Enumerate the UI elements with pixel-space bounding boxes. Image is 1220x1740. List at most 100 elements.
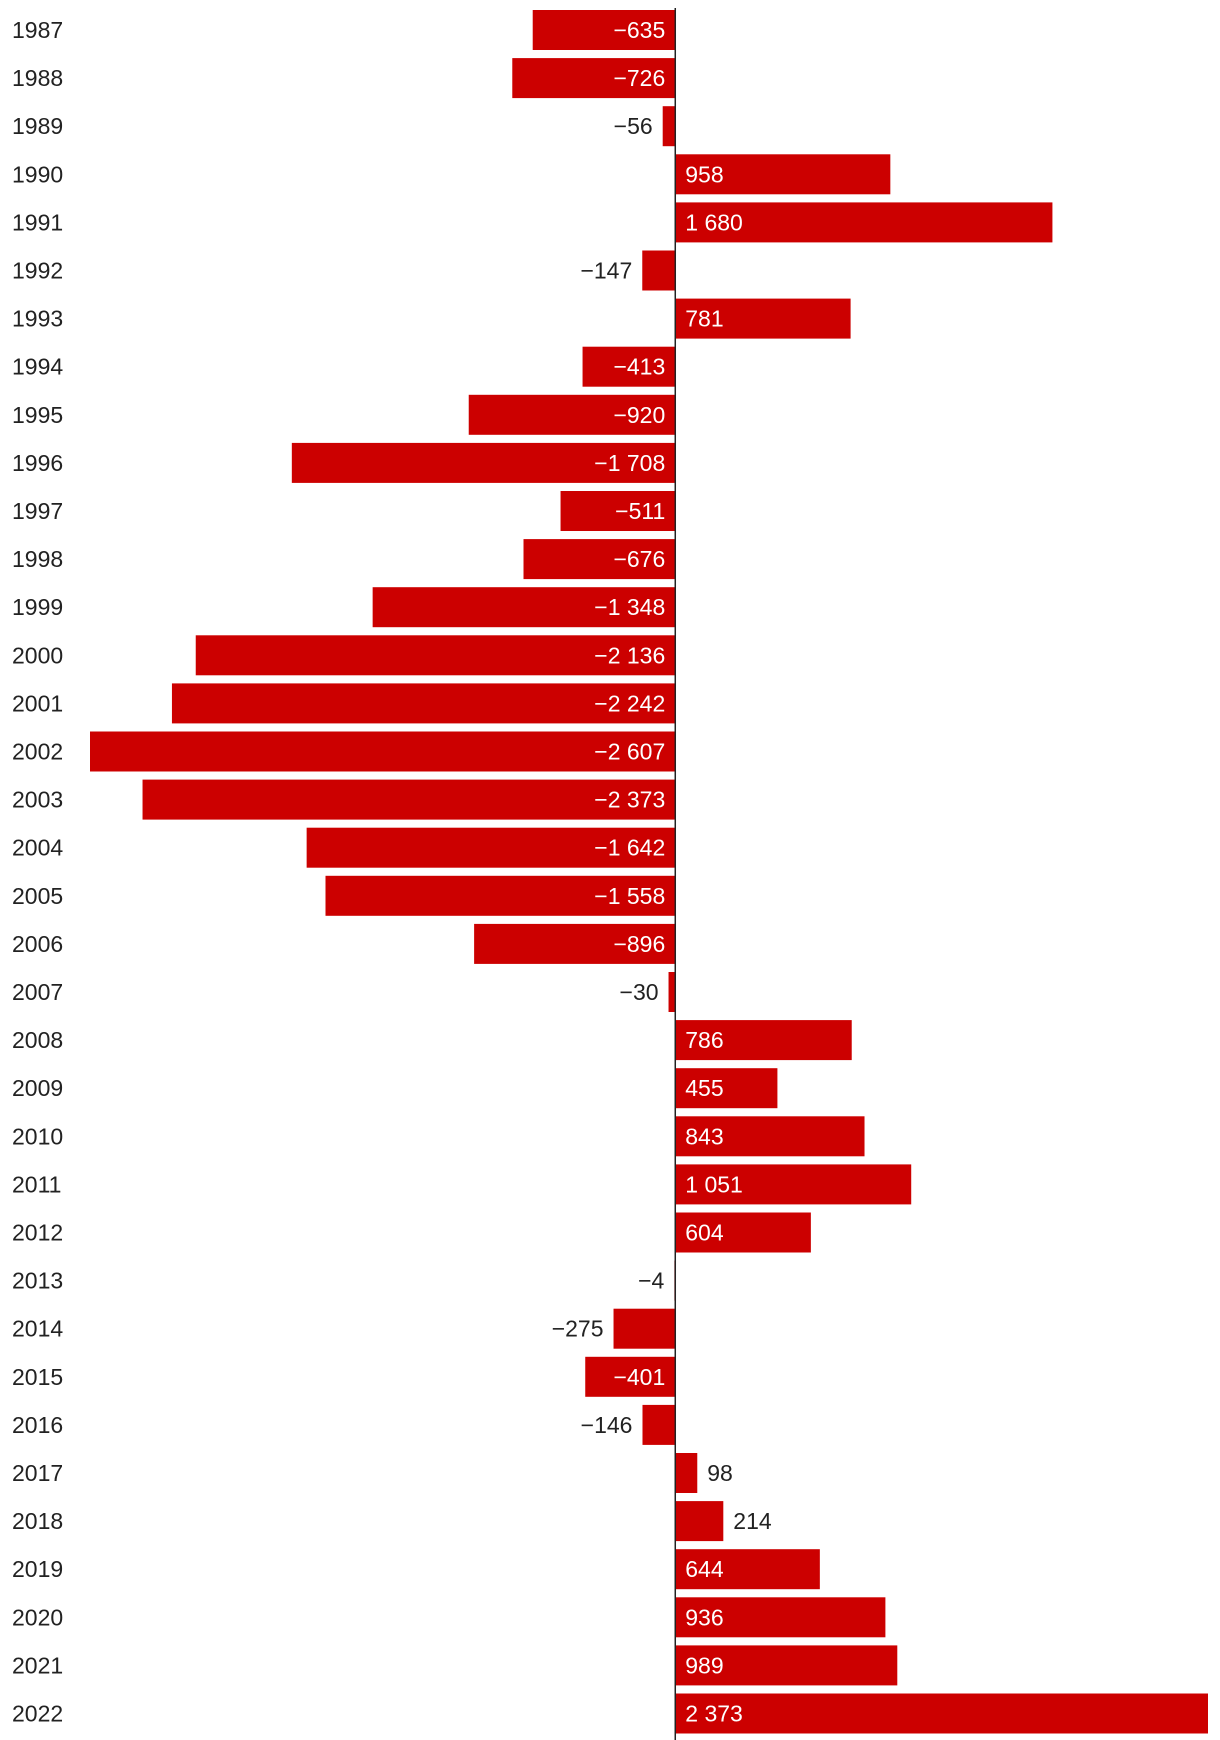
bar <box>675 1164 912 1205</box>
year-label: 2003 <box>12 787 63 813</box>
bar <box>675 1597 886 1638</box>
bar <box>668 972 676 1012</box>
value-label: −1 642 <box>594 835 665 861</box>
value-label: −147 <box>580 258 632 284</box>
year-label: 2010 <box>12 1123 63 1149</box>
value-label: 98 <box>707 1460 733 1486</box>
bar <box>675 154 891 195</box>
bars-layer <box>90 10 1208 1734</box>
year-label: 1991 <box>12 209 63 235</box>
value-label: 455 <box>685 1075 723 1101</box>
value-label: 2 373 <box>685 1701 743 1727</box>
year-label: 1994 <box>12 354 63 380</box>
bar <box>642 250 676 291</box>
value-label: 604 <box>685 1220 724 1246</box>
bar <box>474 923 676 964</box>
year-label: 2002 <box>12 739 63 765</box>
year-label: 2018 <box>12 1508 63 1534</box>
year-label: 1987 <box>12 17 63 43</box>
value-label: 958 <box>685 161 723 187</box>
value-label: 1 680 <box>685 209 743 235</box>
bar <box>90 731 676 772</box>
bar <box>291 442 676 483</box>
bar <box>675 1212 811 1253</box>
value-label: 786 <box>685 1027 723 1053</box>
value-label: −30 <box>620 979 659 1005</box>
bar <box>613 1308 676 1349</box>
year-label: 1988 <box>12 65 63 91</box>
year-label: 2015 <box>12 1364 63 1390</box>
bar <box>582 346 676 387</box>
year-label: 2012 <box>12 1220 63 1246</box>
value-label: 781 <box>685 306 723 332</box>
bar <box>675 1645 898 1686</box>
bar <box>585 1356 676 1397</box>
value-label: −275 <box>552 1316 604 1342</box>
bar <box>195 635 676 676</box>
bar <box>325 875 676 916</box>
year-label: 2006 <box>12 931 63 957</box>
value-label: −635 <box>613 17 665 43</box>
value-label: −146 <box>581 1412 633 1438</box>
value-label: −511 <box>615 498 665 524</box>
value-label: −413 <box>613 354 665 380</box>
year-label: 2016 <box>12 1412 63 1438</box>
bar <box>675 1453 698 1493</box>
bar <box>675 1549 820 1590</box>
year-label: 2001 <box>12 690 63 716</box>
year-label: 2007 <box>12 979 63 1005</box>
year-label: 2021 <box>12 1652 63 1678</box>
value-label: −896 <box>613 931 665 957</box>
value-label: −1 558 <box>594 883 665 909</box>
value-label: −56 <box>614 113 653 139</box>
year-label: 2014 <box>12 1316 63 1342</box>
year-label: 1996 <box>12 450 63 476</box>
year-label: 2008 <box>12 1027 63 1053</box>
bar <box>306 827 676 868</box>
year-label: 2019 <box>12 1556 63 1582</box>
year-label: 1992 <box>12 258 63 284</box>
year-label: 1989 <box>12 113 63 139</box>
value-label: −1 708 <box>594 450 665 476</box>
value-label: −2 242 <box>594 690 665 716</box>
year-label: 2022 <box>12 1701 63 1727</box>
value-label: −2 373 <box>594 787 665 813</box>
bar <box>560 491 676 531</box>
bar <box>675 298 851 339</box>
year-label: 1999 <box>12 594 63 620</box>
year-label: 1995 <box>12 402 63 428</box>
year-label: 2017 <box>12 1460 63 1486</box>
value-label: −726 <box>613 65 665 91</box>
bar <box>372 587 676 628</box>
bar <box>675 1116 865 1157</box>
value-label: 989 <box>685 1652 723 1678</box>
bar <box>171 683 676 724</box>
bar <box>512 58 676 99</box>
year-label: 2004 <box>12 835 63 861</box>
year-label: 1997 <box>12 498 63 524</box>
value-label: 214 <box>733 1508 772 1534</box>
year-label: 2009 <box>12 1075 63 1101</box>
value-label: −2 607 <box>594 739 665 765</box>
year-label: 2011 <box>12 1171 61 1197</box>
bar <box>532 10 676 50</box>
value-label: −401 <box>613 1364 665 1390</box>
value-label: 644 <box>685 1556 724 1582</box>
value-label: −920 <box>613 402 665 428</box>
bar <box>642 1404 676 1445</box>
bar <box>662 106 676 147</box>
bar <box>675 1068 778 1109</box>
bar <box>523 539 676 580</box>
value-label: 843 <box>685 1123 723 1149</box>
bar <box>675 1020 852 1061</box>
labels-layer: 1987 −635 1988 −726 1989 −56 1990 958 1991 1 680 1… <box>12 17 772 1727</box>
value-label: −4 <box>638 1268 664 1294</box>
year-label: 2005 <box>12 883 63 909</box>
value-label: −1 348 <box>594 594 665 620</box>
value-label: −676 <box>613 546 665 572</box>
bar <box>675 202 1053 243</box>
bar <box>142 779 676 820</box>
value-label: −2 136 <box>594 642 665 668</box>
value-label: 1 051 <box>685 1171 743 1197</box>
